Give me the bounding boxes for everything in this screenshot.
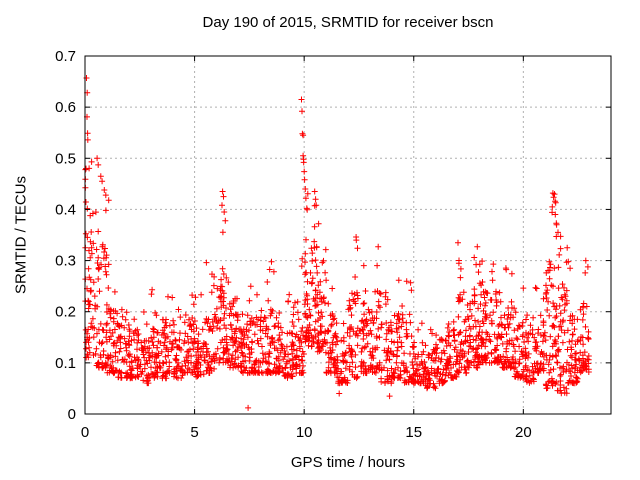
plot-border [84,55,612,415]
x-tick-label: 5 [190,424,198,441]
y-axis-label: SRMTID / TECUs [12,175,30,295]
x-tick-label: 20 [515,424,532,441]
y-tick-label: 0.5 [55,150,76,167]
y-tick-label: 0.1 [55,355,76,372]
y-tick-label: 0.4 [55,201,76,218]
x-tick-label: 15 [405,424,422,441]
x-tick-label: 0 [81,424,89,441]
y-tick-label: 0.2 [55,304,76,321]
data-points [82,75,592,411]
x-axis-label: GPS time / hours [290,454,406,471]
y-tick-label: 0.7 [55,48,76,65]
chart-title: Day 190 of 2015, SRMTID for receiver bsc… [202,14,494,31]
x-tick-label: 10 [296,424,313,441]
y-tick-label: 0 [68,406,76,423]
y-tick-label: 0.6 [55,99,76,116]
y-tick-label: 0.3 [55,253,76,270]
